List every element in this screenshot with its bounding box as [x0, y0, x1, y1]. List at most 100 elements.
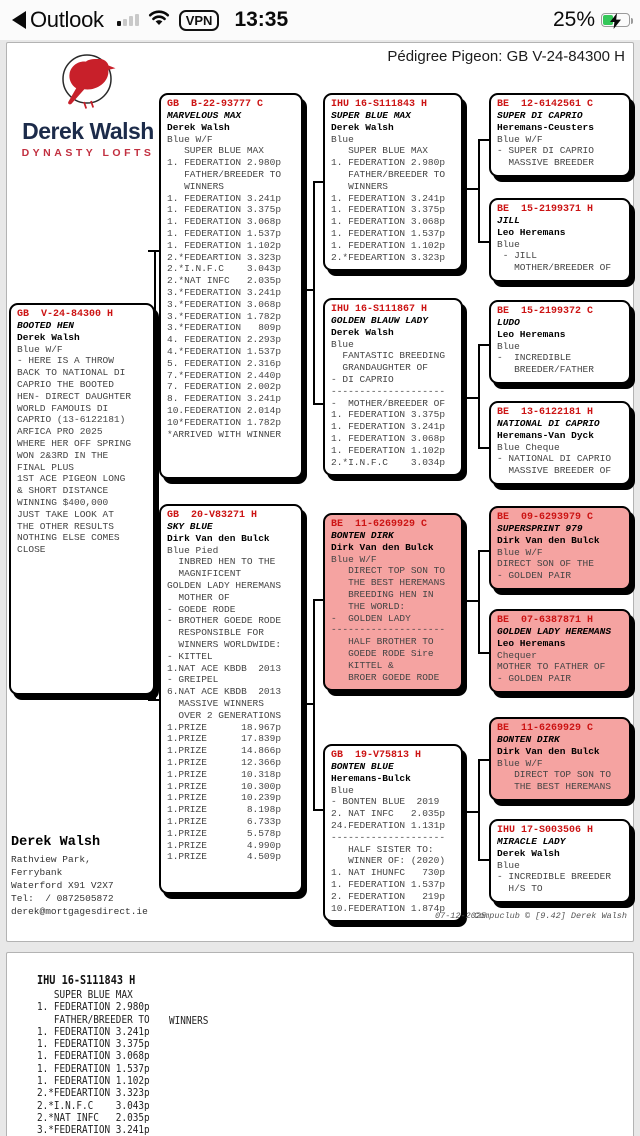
- connector-line: [478, 759, 491, 761]
- owner-name: Dirk Van den Bulck: [167, 532, 270, 544]
- connector-line: [478, 759, 480, 861]
- pedigree-box: BE 11-6269929 C BONTEN DIRK Dirk Van den…: [323, 513, 463, 692]
- pigeon-details: Blue - INCREDIBLE BREEDER H/S TO: [497, 859, 612, 895]
- battery-charging-icon: [601, 13, 633, 29]
- print-date: 07-12-2025: [435, 911, 487, 921]
- connector-line: [465, 600, 480, 602]
- pigeon-name: NATIONAL DI CAPRIO: [497, 418, 600, 429]
- owner-name: Derek Walsh: [497, 847, 560, 859]
- pigeon-details: Blue SUPER BLUE MAX 1. FEDERATION 2.980p…: [331, 133, 446, 263]
- pigeon-name: MARVELOUS MAX: [167, 110, 242, 121]
- connector-line: [313, 181, 325, 183]
- owner-name: Dirk Van den Bulck: [331, 541, 434, 553]
- pedigree-box: IHU 17-S003506 H MIRACLE LADY Derek Wals…: [489, 819, 631, 903]
- connector-line: [465, 397, 480, 399]
- connector-line: [478, 447, 491, 449]
- owner-name: Dirk Van den Bulck: [497, 745, 600, 757]
- pigeon-details: Blue W/F DIRECT TOP SON TO THE BEST HERE…: [497, 757, 612, 793]
- connector-line: [154, 251, 156, 701]
- clock-time: 13:35: [234, 8, 289, 31]
- connector-line: [478, 344, 480, 449]
- back-arrow-icon: [12, 11, 26, 29]
- loft-logo: Derek Walsh DYNASTY LOFTS: [13, 51, 163, 159]
- pedigree-box-dam: GB 20-V83271 H SKY BLUE Dirk Van den Bul…: [159, 504, 303, 894]
- pigeon-name: SUPER BLUE MAX: [331, 110, 411, 121]
- connector-line: [478, 241, 491, 243]
- ring-number: BE 12-6142561 C: [497, 99, 594, 110]
- owner-name: Heremans-Van Dyck: [497, 429, 594, 441]
- pigeon-details: Blue - BONTEN BLUE 2019 2. NAT INFC 2.03…: [331, 784, 446, 914]
- contact-block: Derek Walsh Rathview Park, Ferrybank Wat…: [11, 835, 148, 918]
- connector-line: [313, 599, 315, 811]
- ring-number: BE 15-2199371 H: [497, 204, 594, 215]
- pedigree-box-sire: GB B-22-93777 C MARVELOUS MAX Derek Wals…: [159, 93, 303, 479]
- owner-name: Heremans-Ceusters: [497, 121, 594, 133]
- back-to-outlook-button[interactable]: Outlook: [12, 7, 104, 33]
- pedigree-box: BE 07-6387871 H GOLDEN LADY HEREMANS Leo…: [489, 609, 631, 693]
- pigeon-details: Blue W/F DIRECT TOP SON TO THE BEST HERE…: [331, 553, 446, 683]
- connector-line: [478, 139, 480, 243]
- pedigree-box: BE 11-6269929 C BONTEN DIRK Dirk Van den…: [489, 717, 631, 801]
- connector-line: [478, 550, 491, 552]
- pedigree-box: IHU 16-S111867 H GOLDEN BLAUW LADY Derek…: [323, 298, 463, 477]
- pedigree-box: GB 19-V75813 H BONTEN BLUE Heremans-Bulc…: [323, 744, 463, 923]
- pedigree-page: Pédigree Pigeon: GB V-24-84300 H Derek W…: [6, 42, 634, 942]
- connector-line: [301, 703, 315, 705]
- connector-line: [148, 250, 165, 252]
- pigeon-name: JILL: [497, 215, 520, 226]
- logo-name: Derek Walsh: [22, 118, 154, 144]
- ring-number: BE 11-6269929 C: [331, 519, 428, 530]
- connector-line: [313, 809, 325, 811]
- ring-number: BE 09-6293979 C: [497, 512, 594, 523]
- pigeon-details: Blue W/F DIRECT SON OF THE - GOLDEN PAIR: [497, 546, 594, 582]
- ring-number: BE 15-2199372 C: [497, 306, 594, 317]
- pedigree-box: BE 12-6142561 C SUPER DI CAPRIO Heremans…: [489, 93, 631, 177]
- owner-name: Leo Heremans: [497, 328, 566, 340]
- pigeon-details: Blue W/F - SUPER DI CAPRIO MASSIVE BREED…: [497, 133, 594, 169]
- pigeon-name: SKY BLUE: [167, 521, 213, 532]
- vpn-badge: VPN: [178, 9, 220, 31]
- cellular-signal-icon: [116, 13, 139, 27]
- connector-line: [478, 652, 491, 654]
- connector-line: [313, 599, 325, 601]
- pigeon-details: Chequer MOTHER TO FATHER OF - GOLDEN PAI…: [497, 649, 606, 685]
- pigeon-details: Blue - INCREDIBLE BREEDER/FATHER: [497, 340, 594, 376]
- ring-number: IHU 17-S003506 H: [497, 825, 594, 836]
- pedigree-box: BE 09-6293979 C SUPERSPRINT 979 Dirk Van…: [489, 506, 631, 590]
- ring-number: BE 13-6122181 H: [497, 407, 594, 418]
- pigeon-name: SUPER DI CAPRIO: [497, 110, 583, 121]
- back-app-label: Outlook: [30, 7, 104, 32]
- pigeon-details: Blue W/F SUPER BLUE MAX 1. FEDERATION 2.…: [167, 133, 282, 440]
- pigeon-name: GOLDEN LADY HEREMANS: [497, 626, 612, 637]
- owner-name: Derek Walsh: [167, 121, 230, 133]
- pedigree-box-subject: GB V-24-84300 H BOOTED HEN Derek Walsh B…: [9, 303, 155, 695]
- pedigree-box: BE 15-2199371 H JILL Leo Heremans Blue -…: [489, 198, 631, 282]
- owner-name: Leo Heremans: [497, 226, 566, 238]
- ring-number: GB V-24-84300 H: [17, 309, 114, 320]
- owner-name: Leo Heremans: [497, 637, 566, 649]
- pigeon-details: Blue W/F - HERE IS A THROW BACK TO NATIO…: [17, 343, 132, 556]
- owner-name: Derek Walsh: [331, 326, 394, 338]
- pigeon-details: Blue - JILL MOTHER/BREEDER OF: [497, 238, 612, 274]
- connector-line: [148, 699, 165, 701]
- pigeon-name: MIRACLE LADY: [497, 836, 566, 847]
- connector-line: [313, 181, 315, 405]
- page2-ring-header: IHU 16-S111843 H: [37, 973, 136, 987]
- ring-number: IHU 16-S111867 H: [331, 304, 428, 315]
- pigeon-name: BOOTED HEN: [17, 320, 75, 331]
- connector-line: [478, 550, 480, 654]
- page2-winners-note: WINNERS: [169, 1014, 209, 1027]
- ring-number: GB 19-V75813 H: [331, 750, 422, 761]
- pigeon-name: BONTEN BLUE: [331, 761, 394, 772]
- page-title: Pédigree Pigeon: GB V-24-84300 H: [387, 48, 625, 65]
- owner-name: Derek Walsh: [331, 121, 394, 133]
- wifi-icon: [148, 9, 170, 31]
- pigeon-name: LUDO: [497, 317, 520, 328]
- pigeon-name: BONTEN DIRK: [497, 734, 560, 745]
- connector-line: [465, 188, 480, 190]
- next-page-partial: IHU 16-S111843 H SUPER BLUE MAX 1. FEDER…: [6, 952, 634, 1136]
- connector-line: [465, 811, 480, 813]
- ring-number: GB B-22-93777 C: [167, 99, 264, 110]
- pedigree-box: BE 15-2199372 C LUDO Leo Heremans Blue -…: [489, 300, 631, 384]
